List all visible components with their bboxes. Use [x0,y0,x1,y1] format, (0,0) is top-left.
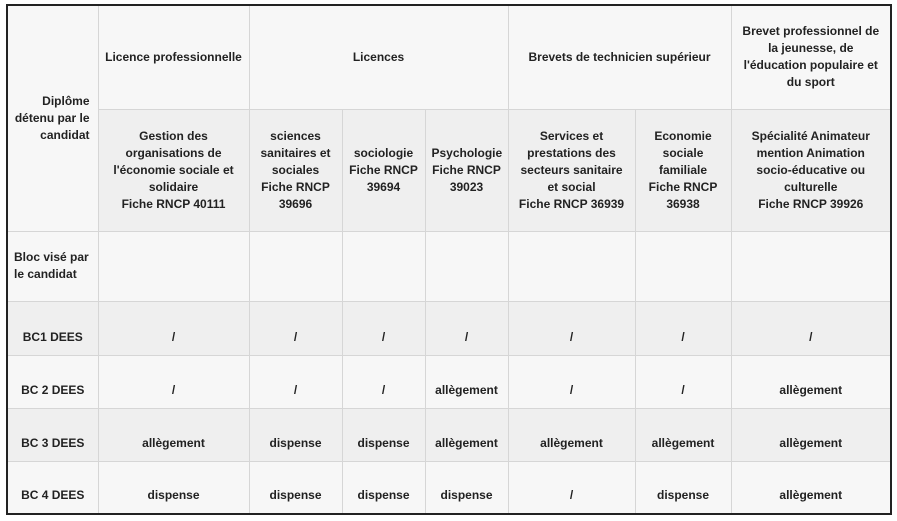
empty-cell [634,230,732,302]
diploma-line: Gestion des organisations de l'économie … [113,128,234,194]
table-cell: / [507,300,636,356]
table-cell: allègement [507,407,636,462]
table-cell: dispense [634,460,732,515]
table-cell: / [634,300,732,356]
table-cell: dispense [341,407,426,462]
table-cell: dispense [341,460,426,515]
empty-cell [341,230,426,302]
diploma-line: Fiche RNCP 39023 [432,162,501,194]
table-cell: allègement [97,407,250,462]
table-cell: allègement [730,354,892,409]
table-cell: allègement [424,407,509,462]
diploma-header: Psychologie Fiche RNCP 39023 [424,108,509,232]
table-cell: / [507,460,636,515]
diploma-header: sociologie Fiche RNCP 39694 [341,108,426,232]
table-row: BC 2 DEES / / / allègement / / allègement [6,354,892,409]
equivalence-table: Diplôme détenu par le candidat Licence p… [6,4,893,515]
group-header: Brevets de technicien supérieur [507,4,732,110]
diploma-line: Psychologie [431,145,503,160]
diploma-line: Fiche RNCP 39696 [261,179,330,211]
table-cell: / [730,300,892,356]
row-label: BC1 DEES [6,300,99,356]
diploma-line: Fiche RNCP 39694 [349,162,418,194]
empty-cell [248,230,343,302]
group-header: Licences [248,4,509,110]
diploma-header-row: Gestion des organisations de l'économie … [7,108,892,232]
table-row: BC 3 DEES allègement dispense dispense allèg… [6,407,892,462]
empty-cell [97,230,250,302]
table-cell: allègement [634,407,732,462]
diploma-header: Services et prestations des secteurs san… [507,108,636,232]
bloc-label: Bloc visé par le candidat [6,230,99,302]
bloc-row: Bloc visé par le candidat [6,230,892,302]
diploma-line: Fiche RNCP 36939 [518,196,625,211]
table-cell: / [341,354,426,409]
row-label: BC 4 DEES [6,460,99,515]
table-cell: dispense [424,460,509,515]
table-cell: allègement [730,460,892,515]
group-header-row: Diplôme détenu par le candidat Licence p… [6,4,892,232]
diploma-header: Economie sociale familiale Fiche RNCP 369… [634,108,732,232]
table-cell: / [97,354,250,409]
diploma-line: sociologie [353,145,414,160]
table-cell: / [341,300,426,356]
diploma-line: Economie sociale familiale [654,128,712,177]
table-cell: / [97,300,250,356]
table-cell: / [424,300,509,356]
table-cell: dispense [248,407,343,462]
diploma-header: Gestion des organisations de l'économie … [97,108,250,232]
table-cell: dispense [97,460,250,515]
table-cell: / [248,300,343,356]
table-cell: / [248,354,343,409]
row-label: BC 2 DEES [6,354,99,409]
diploma-header: sciences sanitaires et sociales Fiche RNC… [248,108,343,232]
table-cell: / [634,354,732,409]
corner-label: Diplôme détenu par le candidat [6,4,99,232]
diploma-line: Fiche RNCP 39926 [758,196,864,211]
diploma-line: Spécialité Animateur mention Animation s… [751,128,870,194]
table-cell: / [507,354,636,409]
empty-cell [424,230,509,302]
empty-cell [730,230,892,302]
row-label: BC 3 DEES [6,407,99,462]
group-header: Licence professionnelle [97,4,250,110]
empty-cell [507,230,636,302]
table-cell: allègement [424,354,509,409]
diploma-line: Fiche RNCP 40111 [121,196,226,211]
diploma-line: Fiche RNCP 36938 [648,179,718,211]
table-cell: allègement [730,407,892,462]
diploma-line: sciences sanitaires et sociales [260,128,331,177]
table-row: BC1 DEES / / / / / / / [6,300,892,356]
table-cell: dispense [248,460,343,515]
table-row: BC 4 DEES dispense dispense dispense dispens… [6,460,892,515]
diploma-header: Spécialité Animateur mention Animation s… [730,108,892,232]
group-header: Brevet professionnel de la jeunesse, de … [730,4,892,110]
diploma-line: Services et prestations des secteurs san… [520,128,623,194]
